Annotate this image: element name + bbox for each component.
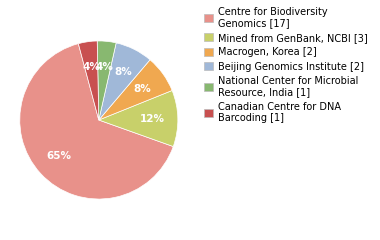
Legend: Centre for Biodiversity
Genomics [17], Mined from GenBank, NCBI [3], Macrogen, K: Centre for Biodiversity Genomics [17], M… (203, 5, 370, 126)
Wedge shape (78, 41, 99, 120)
Text: 8%: 8% (114, 67, 132, 77)
Wedge shape (97, 41, 116, 120)
Wedge shape (20, 44, 173, 199)
Wedge shape (99, 90, 178, 147)
Text: 12%: 12% (140, 114, 165, 124)
Text: 8%: 8% (133, 84, 151, 94)
Wedge shape (99, 60, 172, 120)
Text: 65%: 65% (47, 151, 72, 162)
Text: 4%: 4% (95, 61, 113, 72)
Wedge shape (99, 43, 150, 120)
Text: 4%: 4% (82, 62, 100, 72)
